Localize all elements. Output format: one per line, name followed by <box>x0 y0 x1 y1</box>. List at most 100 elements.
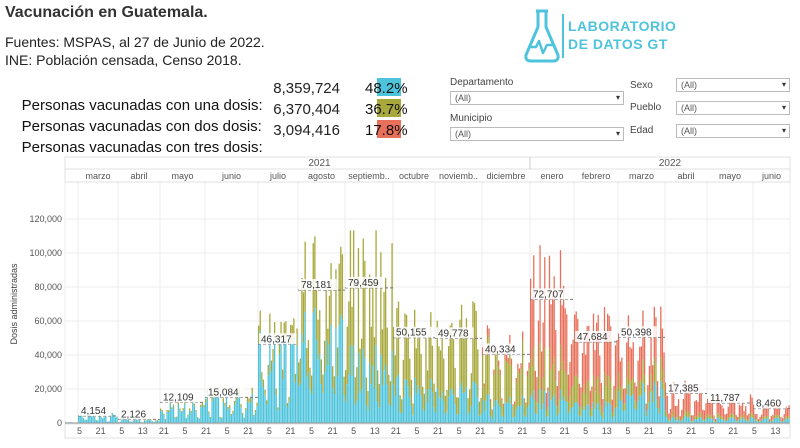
bar-primera-dosis <box>378 407 380 423</box>
bar-segunda-dosis <box>441 330 443 392</box>
bar-segunda-dosis <box>743 418 745 421</box>
bar-primera-dosis <box>193 406 196 423</box>
bar-segunda-dosis <box>386 327 388 385</box>
bar-segunda-dosis <box>737 420 739 422</box>
bar-tercera-dosis <box>778 404 781 416</box>
bar-segunda-dosis <box>501 400 503 416</box>
bar-primera-dosis <box>409 397 411 423</box>
bar-segunda-dosis <box>486 334 489 394</box>
bar-segunda-dosis <box>426 370 429 403</box>
departamento-select[interactable]: (All) ▾ <box>450 91 624 105</box>
bar-primera-dosis <box>493 407 495 423</box>
bar-tercera-dosis <box>622 388 625 404</box>
sexo-select[interactable]: (All) ▾ <box>676 78 790 92</box>
bar-segunda-dosis <box>711 415 714 419</box>
bar-segunda-dosis <box>632 377 634 395</box>
bar-primera-dosis <box>389 406 392 423</box>
bar-primera-dosis <box>428 389 430 423</box>
bar-tercera-dosis <box>512 404 514 407</box>
bar-primera-dosis <box>160 410 162 423</box>
bar-segunda-dosis <box>708 415 710 419</box>
bar-primera-dosis <box>781 421 784 423</box>
bar-segunda-dosis <box>211 396 213 402</box>
bar-segunda-dosis <box>332 366 334 389</box>
bar-primera-dosis <box>754 420 756 423</box>
pueblo-select[interactable]: (All) ▾ <box>676 101 790 115</box>
bar-primera-dosis <box>97 420 99 423</box>
bar-primera-dosis <box>312 312 314 423</box>
bar-primera-dosis <box>441 391 443 423</box>
bar-segunda-dosis <box>567 401 569 414</box>
bar-segunda-dosis <box>171 407 173 410</box>
bar-primera-dosis <box>267 375 269 423</box>
bar-primera-dosis <box>462 392 464 423</box>
x-tick-label: 21 <box>475 426 485 436</box>
bar-primera-dosis <box>556 415 558 423</box>
monthly-average-label: 72,707 <box>533 289 564 300</box>
bar-segunda-dosis <box>589 409 591 417</box>
bar-primera-dosis <box>351 376 353 423</box>
bar-primera-dosis <box>624 410 626 423</box>
bar-segunda-dosis <box>430 312 432 379</box>
bar-primera-dosis <box>286 406 289 423</box>
bar-segunda-dosis <box>764 416 766 419</box>
bar-primera-dosis <box>514 416 516 423</box>
bar-segunda-dosis <box>188 408 191 411</box>
bar-primera-dosis <box>647 409 649 423</box>
bar-segunda-dosis <box>477 349 479 398</box>
bar-segunda-dosis <box>544 348 546 392</box>
bar-primera-dosis <box>613 415 615 423</box>
bar-primera-dosis <box>491 418 493 423</box>
bar-primera-dosis <box>343 394 345 423</box>
monthly-average-label-bg <box>531 288 569 300</box>
bar-segunda-dosis <box>640 379 643 396</box>
bar-primera-dosis <box>694 419 696 423</box>
bar-primera-dosis <box>630 396 633 423</box>
bar-segunda-dosis <box>415 348 417 394</box>
bar-primera-dosis <box>510 403 513 423</box>
bar-tercera-dosis <box>645 403 647 413</box>
bar-primera-dosis <box>695 419 698 423</box>
bar-primera-dosis <box>176 417 178 423</box>
x-tick-band <box>64 423 791 439</box>
bar-segunda-dosis <box>327 328 329 366</box>
bar-segunda-dosis <box>385 277 387 365</box>
bar-primera-dosis <box>457 414 460 423</box>
bar-segunda-dosis <box>555 381 557 406</box>
source-line-1: Fuentes: MSPAS, al 27 de Junio de 2022. <box>5 34 265 50</box>
bar-tercera-dosis <box>650 336 652 375</box>
bar-primera-dosis <box>533 390 535 423</box>
bar-tercera-dosis <box>773 404 776 416</box>
bar-segunda-dosis <box>661 369 664 390</box>
bar-primera-dosis <box>574 402 576 423</box>
bar-primera-dosis <box>401 413 403 423</box>
bar-tercera-dosis <box>666 395 668 415</box>
bar-primera-dosis <box>547 416 549 423</box>
bar-primera-dosis <box>396 377 398 423</box>
bar-segunda-dosis <box>467 398 469 415</box>
month-label: marzo <box>629 171 654 181</box>
bar-primera-dosis <box>282 379 284 423</box>
monthly-average-label: 49,778 <box>438 328 469 339</box>
bar-primera-dosis <box>777 417 779 423</box>
bar-segunda-dosis <box>365 377 368 405</box>
bar-primera-dosis <box>177 405 179 423</box>
bar-primera-dosis <box>82 418 85 423</box>
bar-primera-dosis <box>689 417 691 423</box>
bar-primera-dosis <box>478 415 481 423</box>
stat-value: 8,359,724 <box>273 80 340 97</box>
bar-tercera-dosis <box>757 419 760 422</box>
edad-select[interactable]: (All) ▾ <box>676 124 790 138</box>
bar-primera-dosis <box>423 411 426 423</box>
bar-segunda-dosis <box>176 416 178 418</box>
monthly-average-label-bg <box>666 382 704 394</box>
municipio-select[interactable]: (All) ▾ <box>450 127 624 141</box>
month-band <box>64 168 791 183</box>
bar-primera-dosis <box>449 389 451 423</box>
vaccination-chart[interactable]: 4,154 2,126 12,109 15,084 46,317 78,181 79,459… <box>0 155 800 448</box>
bar-segunda-dosis <box>269 313 271 334</box>
bar-segunda-dosis <box>351 306 353 377</box>
bar-segunda-dosis <box>185 418 188 419</box>
bar-tercera-dosis <box>555 329 557 382</box>
bar-primera-dosis <box>563 396 565 423</box>
